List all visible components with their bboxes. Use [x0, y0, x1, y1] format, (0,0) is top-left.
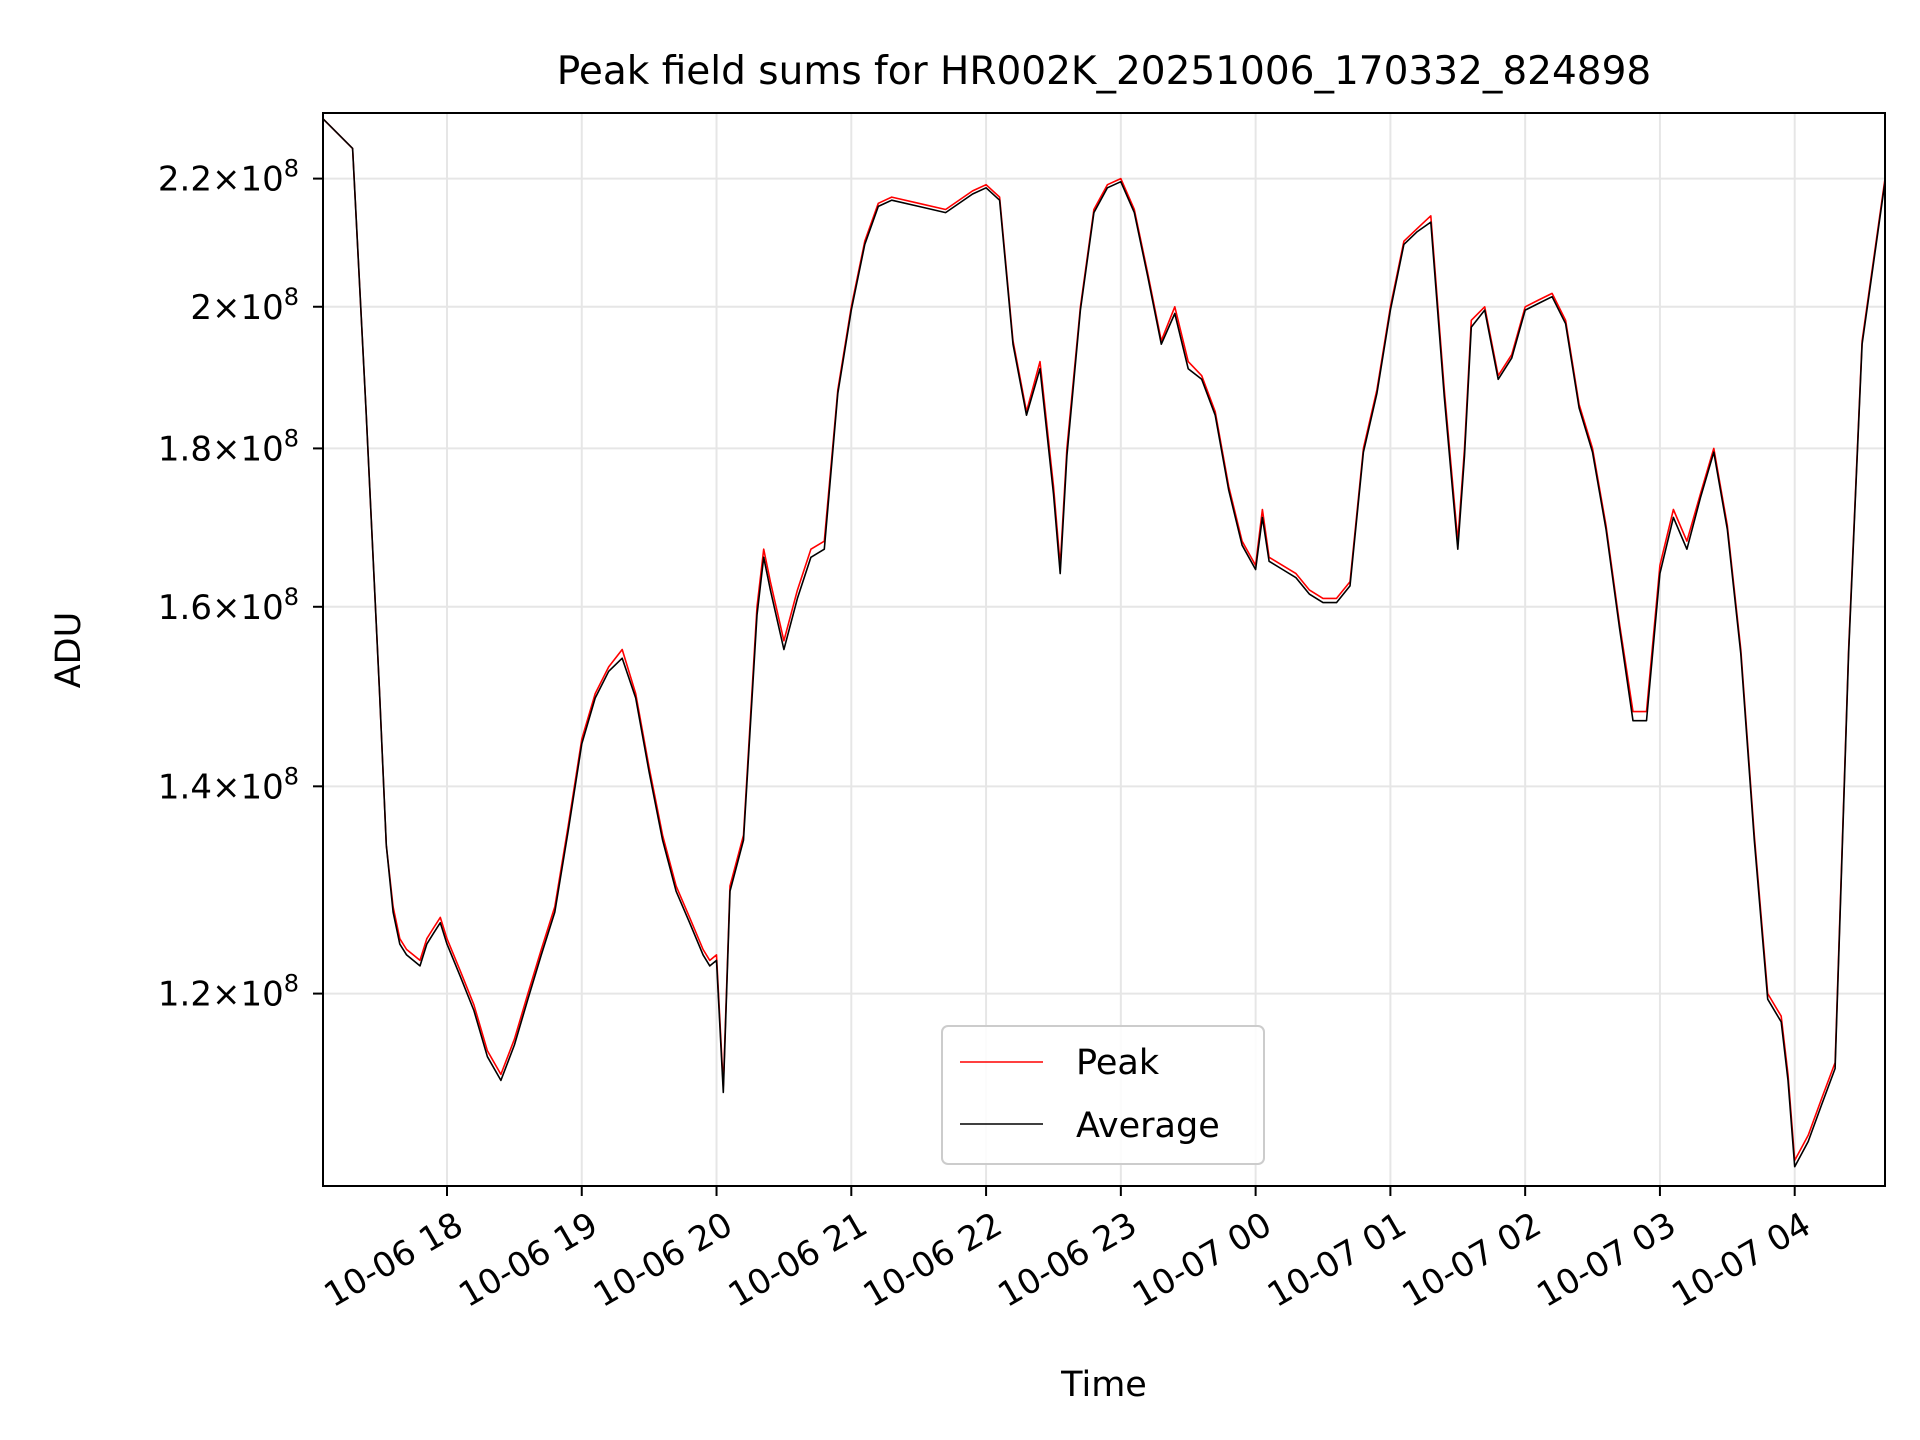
chart-title: Peak field sums for HR002K_20251006_1703… [557, 49, 1652, 94]
x-axis-label: Time [1060, 1365, 1147, 1405]
plot-area-frame [322, 112, 1886, 1187]
series-lines [322, 118, 1886, 1168]
legend-box [941, 1025, 1265, 1165]
y-axis-label: ADU [49, 612, 89, 689]
y-tick-label: 1.6×108 [158, 583, 299, 628]
series-line-average [322, 118, 1886, 1168]
y-tick-label: 2.2×108 [158, 155, 299, 200]
y-tick-label: 2×108 [190, 283, 299, 328]
y-tick-label: 1.8×108 [158, 424, 299, 469]
y-tick-label: 1.2×108 [158, 970, 299, 1015]
y-axis-ticks: 1.2×108 1.4×108 1.6×108 1.8×108 2×108 2.2×108 [158, 155, 323, 1015]
legend-label-average: Average [1076, 1106, 1220, 1146]
legend-label-peak: Peak [1076, 1043, 1160, 1083]
grid-lines [323, 113, 1885, 1186]
y-tick-label: 1.4×108 [158, 762, 299, 807]
legend: Peak Average [941, 1025, 1265, 1165]
